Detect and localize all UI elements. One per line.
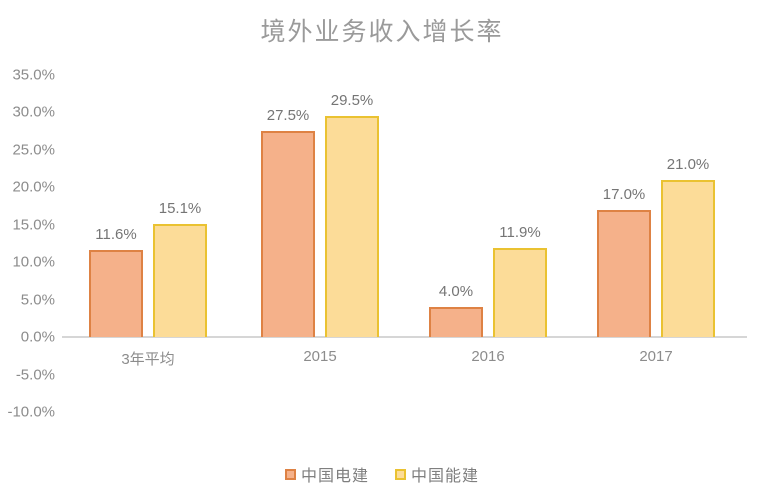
y-axis-tick-label: 0.0%	[20, 328, 55, 346]
x-axis-label: 3年平均	[121, 351, 175, 368]
data-label: 11.9%	[499, 223, 541, 241]
legend-item: 中国电建	[284, 462, 369, 486]
x-axis-label: 2017	[639, 348, 673, 365]
y-axis-tick-label: 35.0%	[12, 66, 55, 83]
bar-series-0-group-1	[261, 130, 315, 337]
y-axis-tick-label: 30.0%	[12, 103, 55, 121]
bar-series-0-group-3	[597, 209, 651, 337]
chart-title: 境外业务收入增长率	[260, 18, 504, 46]
bar-series-0-group-0	[89, 250, 143, 337]
data-label: 17.0%	[602, 185, 646, 203]
y-axis-tick-label: 5.0%	[20, 291, 55, 308]
x-axis-line	[62, 336, 747, 338]
data-label: 29.5%	[330, 91, 374, 109]
x-axis-label: 2016	[471, 348, 505, 365]
data-label: 15.1%	[158, 199, 202, 217]
bar-series-1-group-3	[661, 179, 715, 337]
bar-series-1-group-0	[153, 223, 207, 337]
legend-label: 中国电建	[300, 468, 369, 485]
y-axis-tick-label: -5.0%	[15, 366, 55, 383]
data-label: 11.6%	[95, 226, 137, 243]
y-axis-tick-label: 20.0%	[12, 178, 55, 196]
y-axis-tick-label: -10.0%	[7, 403, 55, 421]
bar-series-1-group-1	[325, 115, 379, 337]
legend-swatch-icon	[395, 468, 406, 480]
bar-series-1-group-2	[493, 247, 547, 337]
data-label: 4.0%	[438, 283, 474, 300]
legend-swatch-icon	[284, 468, 296, 480]
legend-item: 中国能建	[395, 462, 479, 486]
y-axis-tick-label: 25.0%	[12, 141, 55, 158]
bar-series-0-group-2	[429, 307, 483, 337]
y-axis-tick-label: 10.0%	[12, 253, 55, 271]
legend-label: 中国能建	[411, 468, 480, 485]
data-label: 21.0%	[666, 155, 710, 173]
chart-legend: 中国电建 中国能建	[0, 462, 764, 486]
y-axis-tick-label: 15.0%	[12, 216, 55, 233]
data-label: 27.5%	[266, 106, 310, 124]
x-axis-label: 2015	[303, 348, 337, 365]
